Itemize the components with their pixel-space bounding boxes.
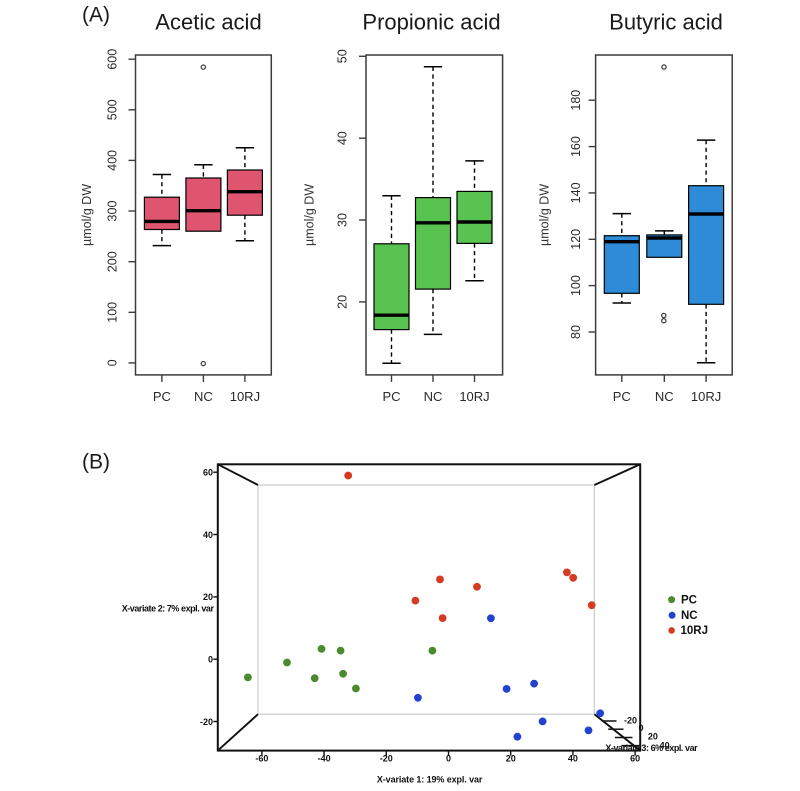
svg-text:(B): (B) xyxy=(82,451,110,474)
svg-text:180: 180 xyxy=(569,90,583,111)
svg-text:X-variate 3: 6% expl. var: X-variate 3: 6% expl. var xyxy=(605,743,698,753)
svg-text:200: 200 xyxy=(106,251,120,272)
svg-text:140: 140 xyxy=(569,182,583,203)
svg-text:X-variate 1: 19% expl. var: X-variate 1: 19% expl. var xyxy=(377,775,483,785)
svg-text:0: 0 xyxy=(106,359,120,366)
svg-text:20: 20 xyxy=(506,754,516,764)
svg-text:30: 30 xyxy=(336,213,350,227)
svg-text:PC: PC xyxy=(681,594,697,606)
svg-text:0: 0 xyxy=(446,754,451,764)
svg-text:NC: NC xyxy=(194,389,213,404)
svg-text:(A): (A) xyxy=(82,4,110,27)
svg-text:100: 100 xyxy=(569,275,583,296)
svg-text:20: 20 xyxy=(203,592,213,602)
svg-text:µmol/g DW: µmol/g DW xyxy=(538,184,552,246)
svg-text:600: 600 xyxy=(106,49,120,70)
svg-text:40: 40 xyxy=(568,754,578,764)
svg-text:80: 80 xyxy=(569,325,583,339)
svg-text:X-variate 2: 7% expl. var: X-variate 2: 7% expl. var xyxy=(122,604,215,614)
svg-text:-20: -20 xyxy=(200,717,213,727)
svg-text:10RJ: 10RJ xyxy=(691,389,721,404)
svg-text:60: 60 xyxy=(630,754,640,764)
svg-text:40: 40 xyxy=(336,131,350,145)
svg-text:20: 20 xyxy=(648,731,658,741)
svg-text:NC: NC xyxy=(655,389,674,404)
svg-text:40: 40 xyxy=(660,740,670,750)
svg-text:PC: PC xyxy=(382,389,400,404)
svg-text:300: 300 xyxy=(106,201,120,222)
svg-text:10RJ: 10RJ xyxy=(681,625,709,637)
svg-text:40: 40 xyxy=(203,530,213,540)
svg-text:500: 500 xyxy=(106,99,120,120)
svg-text:-40: -40 xyxy=(318,754,331,764)
svg-text:-60: -60 xyxy=(255,754,268,764)
svg-text:50: 50 xyxy=(336,49,350,63)
svg-text:100: 100 xyxy=(106,302,120,323)
svg-text:-20: -20 xyxy=(380,754,393,764)
svg-text:-20: -20 xyxy=(624,715,637,725)
svg-text:NC: NC xyxy=(681,610,698,622)
svg-text:10RJ: 10RJ xyxy=(459,389,489,404)
svg-text:µmol/g DW: µmol/g DW xyxy=(80,184,94,246)
svg-text:160: 160 xyxy=(569,136,583,157)
svg-text:0: 0 xyxy=(208,655,213,665)
svg-text:20: 20 xyxy=(336,295,350,309)
svg-text:µmol/g DW: µmol/g DW xyxy=(303,184,317,246)
svg-text:NC: NC xyxy=(424,389,443,404)
svg-text:Acetic acid: Acetic acid xyxy=(155,10,261,35)
svg-text:60: 60 xyxy=(203,468,213,478)
svg-text:0: 0 xyxy=(638,723,643,733)
svg-text:120: 120 xyxy=(569,229,583,250)
svg-text:400: 400 xyxy=(106,150,120,171)
svg-text:PC: PC xyxy=(153,389,171,404)
svg-text:Propionic acid: Propionic acid xyxy=(362,10,500,35)
svg-text:PC: PC xyxy=(613,389,631,404)
svg-text:Butyric acid: Butyric acid xyxy=(609,10,723,35)
svg-text:10RJ: 10RJ xyxy=(230,389,260,404)
